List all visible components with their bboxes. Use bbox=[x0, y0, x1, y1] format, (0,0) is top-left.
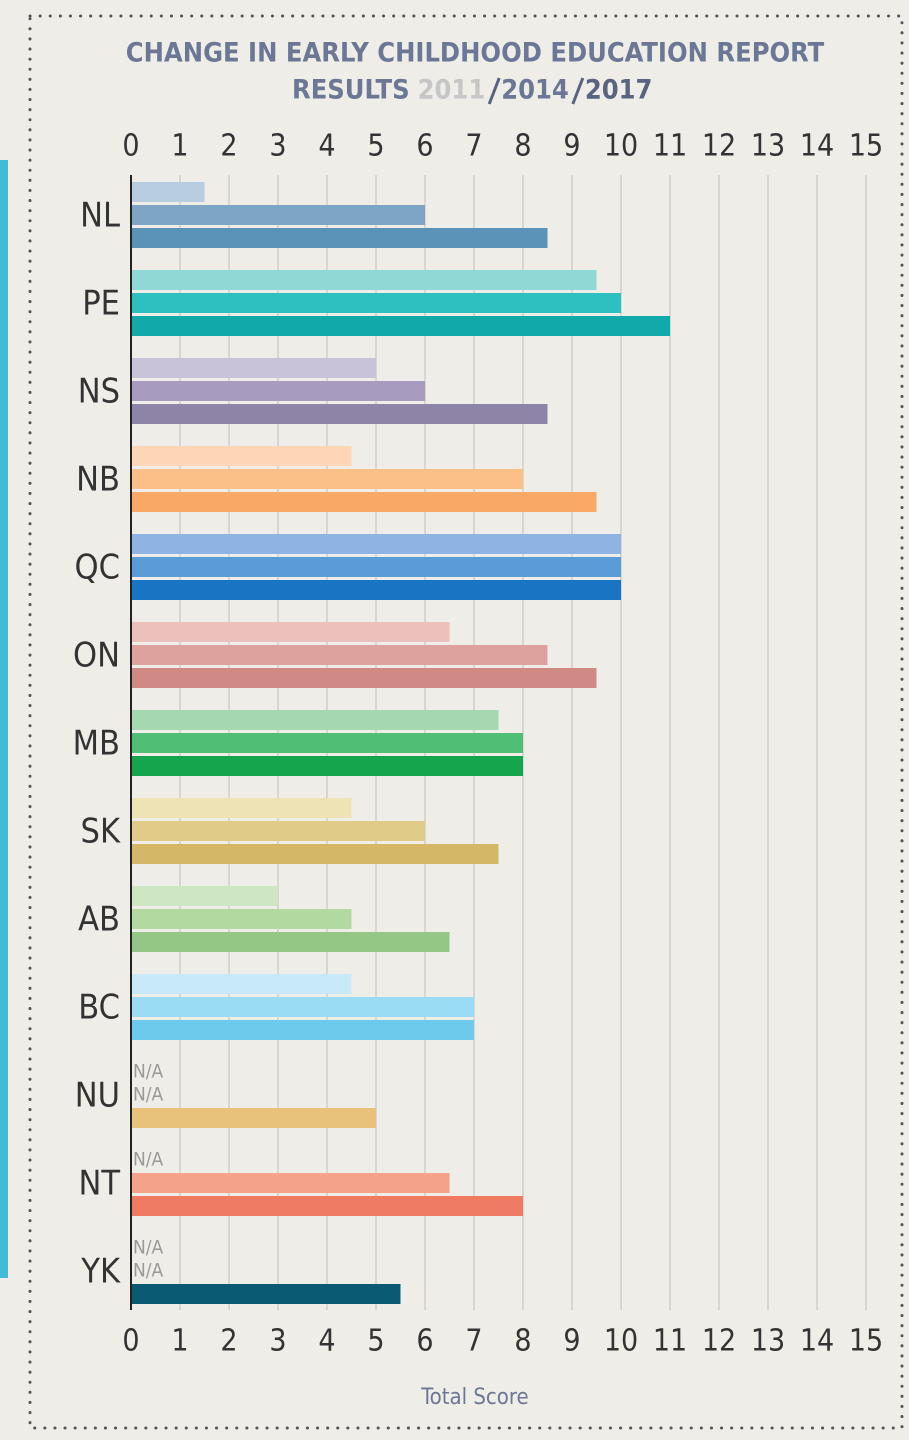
bar bbox=[131, 798, 352, 818]
x-tick-label: 13 bbox=[751, 129, 785, 164]
x-tick-label: 11 bbox=[653, 129, 687, 164]
category-label: NS bbox=[78, 372, 120, 412]
bar bbox=[131, 1196, 523, 1216]
x-tick-label: 11 bbox=[653, 1324, 687, 1359]
bar bbox=[131, 756, 523, 776]
x-tick-label: 5 bbox=[367, 1324, 384, 1359]
bar bbox=[131, 733, 523, 753]
x-tick-label: 0 bbox=[122, 129, 139, 164]
x-tick-label: 6 bbox=[416, 129, 433, 164]
x-tick-label: 9 bbox=[563, 129, 580, 164]
separator bbox=[571, 77, 585, 105]
bar bbox=[131, 469, 523, 489]
bar bbox=[131, 358, 376, 378]
bar bbox=[131, 997, 474, 1017]
bar bbox=[131, 844, 499, 864]
x-tick-label: 8 bbox=[514, 129, 531, 164]
bar bbox=[131, 932, 450, 952]
bar bbox=[131, 316, 670, 336]
category-label: NB bbox=[76, 460, 120, 500]
category-label: PE bbox=[82, 284, 120, 324]
category-label: NU bbox=[75, 1076, 120, 1116]
bar bbox=[131, 293, 621, 313]
x-tick-label: 6 bbox=[416, 1324, 433, 1359]
x-tick-label: 13 bbox=[751, 1324, 785, 1359]
chart-subtitle: RESULTS bbox=[292, 75, 410, 106]
bar bbox=[131, 404, 548, 424]
category-label: NT bbox=[78, 1164, 120, 1204]
x-tick-label: 10 bbox=[604, 1324, 638, 1359]
bar bbox=[131, 886, 278, 906]
bar bbox=[131, 668, 597, 688]
x-tick-label: 4 bbox=[318, 129, 335, 164]
x-tick-label: 8 bbox=[514, 1324, 531, 1359]
category-label: YK bbox=[80, 1252, 121, 1292]
bar bbox=[131, 270, 597, 290]
x-tick-label: 12 bbox=[702, 129, 736, 164]
x-tick-label: 2 bbox=[220, 129, 237, 164]
separator bbox=[487, 77, 501, 105]
x-tick-label: 5 bbox=[367, 129, 384, 164]
bar bbox=[131, 205, 425, 225]
bar bbox=[131, 1108, 376, 1128]
bar bbox=[131, 228, 548, 248]
x-tick-label: 7 bbox=[465, 1324, 482, 1359]
value-label: N/A bbox=[133, 1149, 164, 1171]
x-tick-label: 15 bbox=[849, 129, 883, 164]
bar bbox=[131, 974, 352, 994]
legend-label: 2011 bbox=[418, 75, 486, 106]
x-tick-label: 9 bbox=[563, 1324, 580, 1359]
x-tick-label: 1 bbox=[171, 129, 188, 164]
x-tick-label: 14 bbox=[800, 129, 834, 164]
bar bbox=[131, 821, 425, 841]
category-label: BC bbox=[78, 988, 120, 1028]
category-label: SK bbox=[81, 812, 121, 852]
x-tick-label: 1 bbox=[171, 1324, 188, 1359]
x-tick-label: 3 bbox=[269, 129, 286, 164]
bar bbox=[131, 534, 621, 554]
x-tick-label: 7 bbox=[465, 129, 482, 164]
x-axis-label: Total Score bbox=[420, 1385, 529, 1410]
bar bbox=[131, 580, 621, 600]
category-label: MB bbox=[73, 724, 120, 764]
value-label: N/A bbox=[133, 1084, 164, 1106]
x-tick-label: 15 bbox=[849, 1324, 883, 1359]
value-label: N/A bbox=[133, 1061, 164, 1083]
x-tick-label: 0 bbox=[122, 1324, 139, 1359]
bar bbox=[131, 909, 352, 929]
bar bbox=[131, 1173, 450, 1193]
x-tick-label: 10 bbox=[604, 129, 638, 164]
category-label: AB bbox=[78, 900, 120, 940]
category-label: ON bbox=[73, 636, 120, 676]
value-label: N/A bbox=[133, 1237, 164, 1259]
x-tick-label: 14 bbox=[800, 1324, 834, 1359]
legend-label: 2014 bbox=[501, 75, 569, 106]
category-label: NL bbox=[80, 196, 120, 236]
legend-label: 2017 bbox=[585, 75, 653, 106]
side-strip bbox=[0, 160, 8, 1278]
bar bbox=[131, 446, 352, 466]
chart-title: CHANGE IN EARLY CHILDHOOD EDUCATION REPO… bbox=[126, 38, 825, 69]
bar bbox=[131, 622, 450, 642]
bar bbox=[131, 182, 205, 202]
x-tick-label: 12 bbox=[702, 1324, 736, 1359]
bar bbox=[131, 381, 425, 401]
bar bbox=[131, 710, 499, 730]
bar bbox=[131, 1020, 474, 1040]
bar bbox=[131, 1284, 401, 1304]
category-label: QC bbox=[75, 548, 120, 588]
x-tick-label: 2 bbox=[220, 1324, 237, 1359]
x-tick-label: 4 bbox=[318, 1324, 335, 1359]
bar bbox=[131, 645, 548, 665]
value-label: N/A bbox=[133, 1260, 164, 1282]
bar bbox=[131, 492, 597, 512]
bar bbox=[131, 557, 621, 577]
x-tick-label: 3 bbox=[269, 1324, 286, 1359]
